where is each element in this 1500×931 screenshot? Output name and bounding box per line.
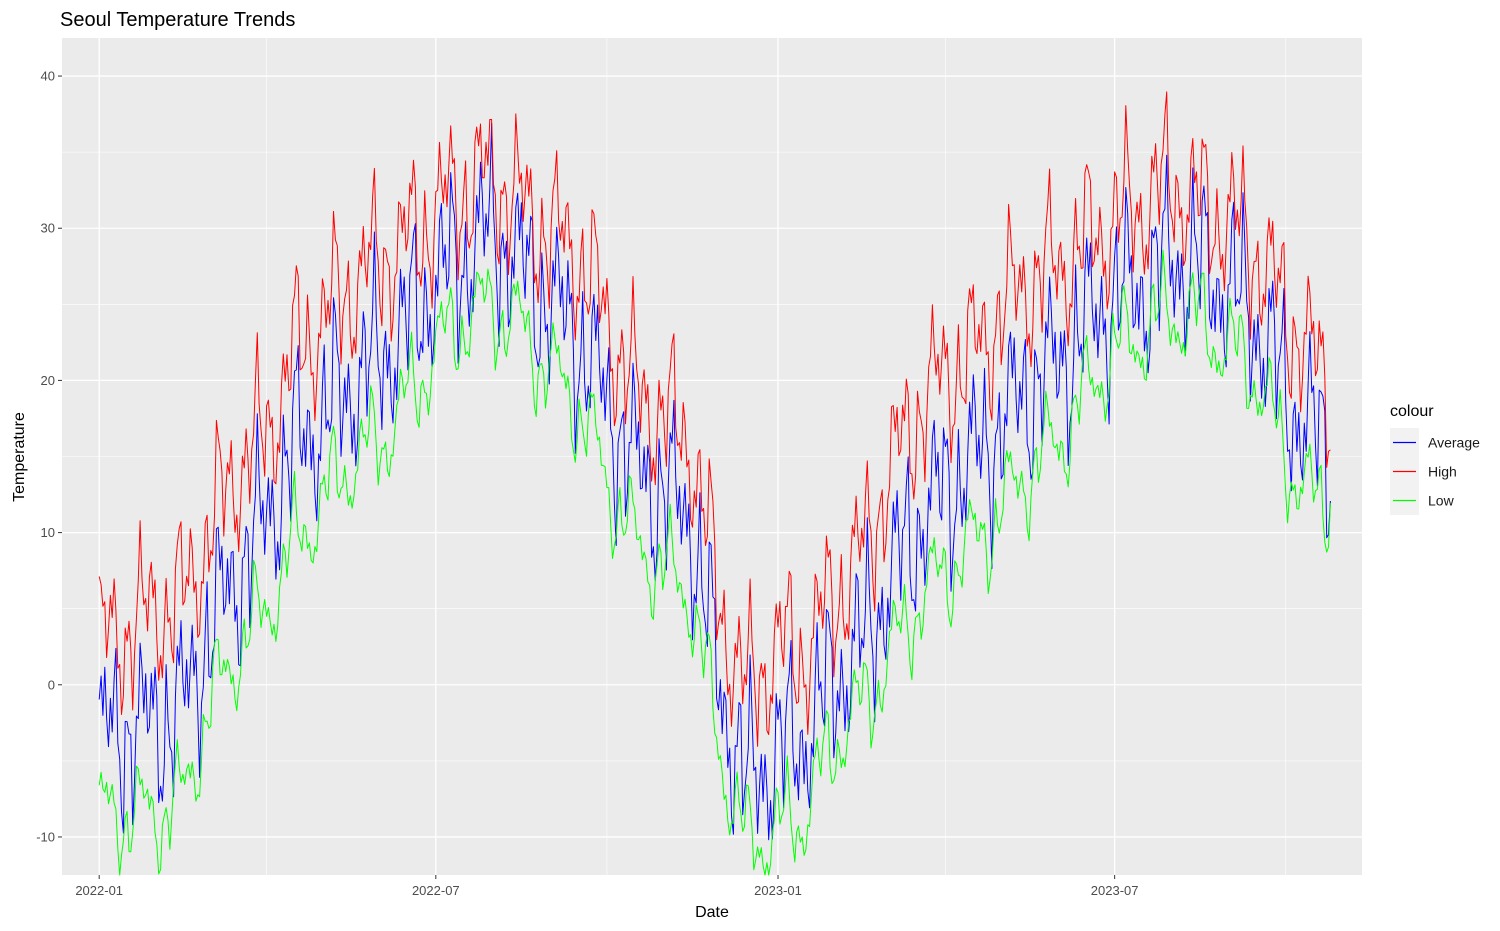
legend-title: colour [1390, 403, 1434, 420]
legend-label-average: Average [1428, 435, 1480, 451]
y-axis-title: Temperature [11, 412, 28, 502]
x-tick-label: 2022-07 [412, 883, 460, 898]
y-tick-label: 30 [41, 221, 55, 236]
series-line-average [98, 122, 1331, 841]
legend: colour Average High Low [1390, 403, 1480, 515]
series-line-high [98, 91, 1331, 747]
y-axis-ticks: -10 0 10 20 30 40 [36, 69, 62, 844]
x-tick-label: 2023-07 [1091, 883, 1139, 898]
y-tick-label: 40 [41, 69, 55, 84]
y-tick-label: 10 [41, 525, 55, 540]
y-tick-label: 20 [41, 373, 55, 388]
x-axis-title: Date [695, 904, 729, 921]
x-tick-label: 2022-01 [75, 883, 123, 898]
minor-gridlines [62, 38, 1362, 875]
legend-label-low: Low [1428, 493, 1455, 509]
x-axis-ticks: 2022-01 2022-07 2023-01 2023-07 [75, 875, 1139, 898]
legend-keys: Average High Low [1390, 428, 1480, 515]
x-tick-label: 2023-01 [754, 883, 802, 898]
y-tick-label: -10 [36, 829, 55, 844]
series-lines [98, 91, 1331, 876]
chart-title: Seoul Temperature Trends [60, 9, 295, 31]
legend-label-high: High [1428, 464, 1457, 480]
series-line-low [98, 249, 1331, 876]
y-tick-label: 0 [48, 677, 55, 692]
